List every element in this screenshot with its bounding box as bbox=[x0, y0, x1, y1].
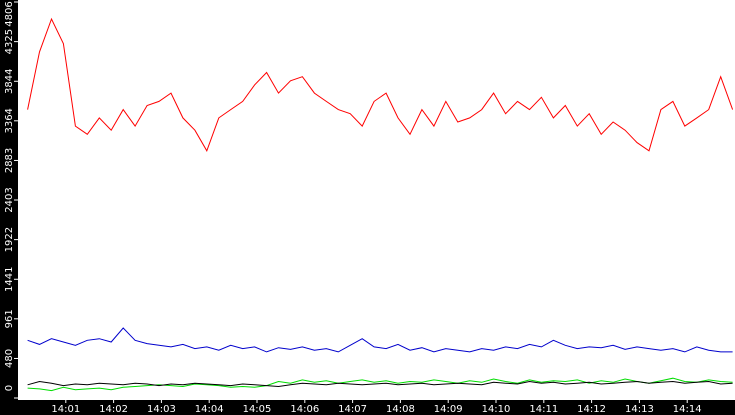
x-tick-label: 14:04 bbox=[195, 404, 224, 415]
x-tick-label: 14:05 bbox=[243, 404, 272, 415]
x-tick-label: 14:09 bbox=[434, 404, 463, 415]
y-tick-label: 2403 bbox=[4, 187, 15, 212]
y-tick-label: 0 bbox=[4, 385, 15, 391]
x-tick-label: 14:07 bbox=[338, 404, 367, 415]
series-line bbox=[27, 17, 734, 152]
x-tick-label: 14:08 bbox=[386, 404, 415, 415]
y-tick-label: 961 bbox=[4, 309, 15, 328]
y-tick-label: 1922 bbox=[4, 227, 15, 252]
y-tick-label: 3844 bbox=[4, 69, 15, 94]
x-tick-label: 14:03 bbox=[147, 404, 176, 415]
y-tick-label: 4325 bbox=[4, 29, 15, 54]
series-line bbox=[27, 377, 733, 392]
x-tick-label: 14:06 bbox=[290, 404, 319, 415]
x-tick-label: 14:02 bbox=[99, 404, 128, 415]
series-line bbox=[27, 327, 733, 353]
x-axis-strip bbox=[0, 400, 735, 415]
y-tick-label: 3364 bbox=[4, 108, 15, 133]
x-tick-label: 14:11 bbox=[529, 404, 558, 415]
series-line bbox=[27, 380, 733, 388]
x-tick-label: 14:14 bbox=[673, 404, 702, 415]
x-tick-label: 14:13 bbox=[625, 404, 654, 415]
y-tick-label: 1441 bbox=[4, 267, 15, 292]
y-tick-label: 4806 bbox=[4, 1, 15, 26]
y-tick-label: 2883 bbox=[4, 148, 15, 173]
y-axis-strip bbox=[0, 0, 18, 415]
x-tick-label: 14:12 bbox=[577, 404, 606, 415]
x-tick-label: 14:01 bbox=[51, 404, 80, 415]
y-tick-label: 480 bbox=[4, 349, 15, 368]
x-tick-label: 14:10 bbox=[482, 404, 511, 415]
